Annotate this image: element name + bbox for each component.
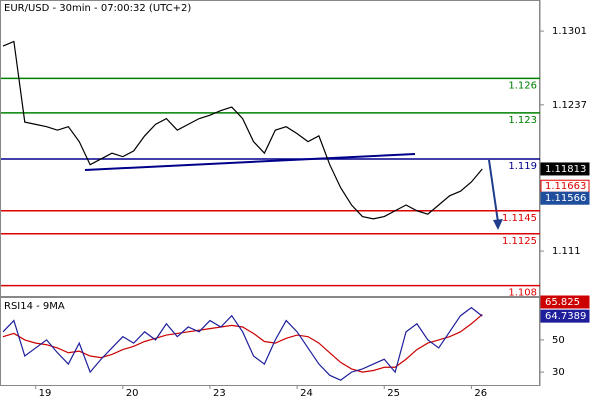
y-tick-label: 1.1301	[552, 26, 587, 37]
level-label: 1.1125	[502, 236, 537, 247]
x-tick-label: 24	[300, 388, 313, 399]
y-tick-label: 50	[552, 335, 565, 346]
value-label: 64.7389	[545, 311, 586, 322]
value-label: 1.11566	[545, 193, 586, 204]
rsi-panel	[0, 297, 540, 386]
x-tick-label: 23	[213, 388, 226, 399]
level-label: 1.126	[508, 80, 537, 91]
value-label: 1.11663	[545, 181, 586, 192]
value-box	[540, 309, 590, 323]
x-tick-label: 26	[474, 388, 487, 399]
series-line	[2, 40, 483, 220]
x-tick-label: 19	[39, 388, 52, 399]
arrow-head	[493, 219, 503, 230]
price-panel	[0, 0, 540, 297]
trend-line	[84, 153, 416, 171]
value-label: 1.11813	[545, 164, 586, 175]
value-box	[540, 162, 590, 176]
level-label: 1.119	[508, 161, 537, 172]
x-tick-label: 20	[126, 388, 139, 399]
y-tick-label: 1.1237	[552, 100, 587, 111]
y-tick-label: 1.111	[552, 246, 581, 257]
header: EUR/USD - 30min - 07:00:32 (UTC+2)	[4, 3, 191, 14]
series-line	[2, 306, 483, 381]
level-label: 1.108	[508, 288, 537, 299]
value-box	[540, 191, 590, 205]
rsi-title: RSI14 - 9MA	[4, 301, 65, 312]
value-label: 65.825	[545, 297, 580, 308]
arrow	[488, 159, 499, 223]
level-label: 1.1145	[502, 213, 537, 224]
value-box	[540, 295, 590, 309]
x-tick-label: 25	[387, 388, 400, 399]
y-tick-label: 30	[552, 367, 565, 378]
level-label: 1.123	[508, 115, 537, 126]
